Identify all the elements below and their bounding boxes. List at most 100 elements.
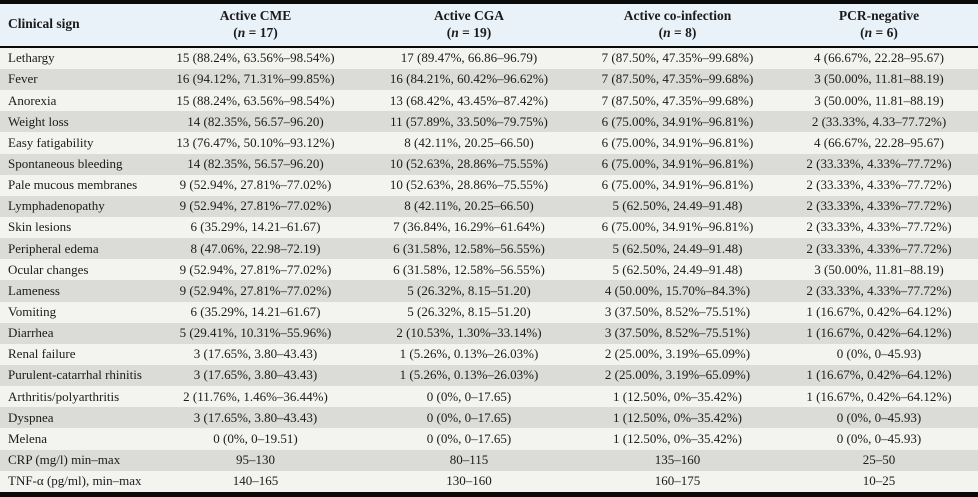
- header-row: Clinical sign Active CME (n = 17) Active…: [0, 4, 978, 48]
- cell-value: 9 (52.94%, 27.81%–77.02%): [179, 198, 332, 214]
- cell-value: 14 (82.35%, 56.57–96.20): [187, 156, 324, 172]
- column-header-active-cme: Active CME (n = 17): [148, 4, 363, 48]
- column-header-label: Active co-infection: [623, 8, 732, 23]
- cell-value: 9 (52.94%, 27.81%–77.02%): [179, 261, 332, 277]
- column-header-label: Active CME: [219, 8, 292, 23]
- table-row: Pale mucous membranes 9 (52.94%, 27.81%–…: [0, 174, 978, 196]
- table-row: Anorexia 15 (88.24%, 63.56%–98.54%) 13 (…: [0, 90, 978, 112]
- cell-value: 3 (37.50%, 8.52%–75.51%): [604, 325, 751, 341]
- clinical-signs-table: Clinical sign Active CME (n = 17) Active…: [0, 4, 978, 492]
- row-label: Arthritis/polyarthritis: [8, 388, 120, 404]
- cell-value: 3 (17.65%, 3.80–43.43): [193, 346, 318, 362]
- column-header-n: (n = 17): [233, 24, 278, 40]
- cell-value: 1 (16.67%, 0.42%–64.12%): [806, 304, 952, 320]
- cell-value: 9 (52.94%, 27.81%–77.02%): [179, 177, 332, 193]
- table-row: Melena 0 (0%, 0–19.51) 0 (0%, 0–17.65) 1…: [0, 428, 978, 450]
- cell-value: 2 (10.53%, 1.30%–33.14%): [396, 325, 542, 341]
- cell-value: 16 (94.12%, 71.31%–99.85%): [176, 71, 335, 87]
- cell-value: 5 (62.50%, 24.49–91.48): [612, 198, 743, 214]
- table-row: Lymphadenopathy 9 (52.94%, 27.81%–77.02%…: [0, 195, 978, 218]
- cell-value: 8 (42.11%, 20.25–66.50): [404, 198, 534, 214]
- cell-value: 3 (17.65%, 3.80–43.43): [193, 409, 318, 425]
- cell-value: 6 (31.58%, 12.58%–56.55%): [393, 261, 545, 277]
- cell-value: 6 (75.00%, 34.91%–96.81%): [601, 134, 754, 150]
- cell-value: 8 (42.11%, 20.25–66.50): [404, 134, 534, 150]
- table-row: Lethargy 15 (88.24%, 63.56%–98.54%) 17 (…: [0, 46, 978, 70]
- table-row: Diarrhea 5 (29.41%, 10.31%–55.96%) 2 (10…: [0, 322, 978, 344]
- table-row: Arthritis/polyarthritis 2 (11.76%, 1.46%…: [0, 386, 978, 408]
- cell-value: 4 (66.67%, 22.28–95.67): [814, 134, 944, 150]
- cell-value: 7 (87.50%, 47.35%–99.68%): [601, 92, 754, 108]
- table-row: Fever 16 (94.12%, 71.31%–99.85%) 16 (84.…: [0, 69, 978, 91]
- cell-value: 2 (25.00%, 3.19%–65.09%): [604, 367, 751, 383]
- cell-value: 3 (50.00%, 11.81–88.19): [814, 261, 944, 277]
- cell-value: 3 (17.65%, 3.80–43.43): [193, 367, 318, 383]
- cell-value: 6 (75.00%, 34.91%–96.81%): [601, 177, 754, 193]
- cell-value: 7 (36.84%, 16.29%–61.64%): [393, 219, 545, 235]
- cell-value: 1 (12.50%, 0%–35.42%): [613, 388, 742, 404]
- table-row: Easy fatigability 13 (76.47%, 50.10%–93.…: [0, 132, 978, 154]
- cell-value: 1 (12.50%, 0%–35.42%): [613, 409, 742, 425]
- column-header-n: (n = 6): [860, 24, 898, 40]
- row-label: Vomiting: [8, 304, 57, 320]
- table-row: Skin lesions 6 (35.29%, 14.21–61.67) 7 (…: [0, 217, 978, 239]
- cell-value: 80–115: [449, 452, 489, 467]
- column-header-label: Active CGA: [433, 8, 505, 23]
- column-header-pcr-negative: PCR-negative (n = 6): [780, 4, 978, 48]
- cell-value: 1 (12.50%, 0%–35.42%): [613, 430, 742, 446]
- column-header-active-co-infection: Active co-infection (n = 8): [575, 4, 780, 48]
- column-header-clinical-sign: Clinical sign: [0, 4, 148, 48]
- cell-value: 6 (75.00%, 34.91%–96.81%): [601, 156, 754, 172]
- row-label: Ocular changes: [8, 261, 89, 277]
- cell-value: 15 (88.24%, 63.56%–98.54%): [176, 50, 335, 66]
- row-label: Lameness: [8, 282, 60, 298]
- cell-value: 2 (33.33%, 4.33%–77.72%): [806, 198, 952, 214]
- row-label: Anorexia: [8, 92, 57, 108]
- cell-value: 5 (26.32%, 8.15–51.20): [407, 282, 531, 298]
- cell-value: 1 (16.67%, 0.42%–64.12%): [806, 325, 952, 341]
- cell-value: 11 (57.89%, 33.50%–79.75%): [390, 113, 548, 129]
- cell-value: 3 (37.50%, 8.52%–75.51%): [604, 304, 751, 320]
- row-label: Purulent-catarrhal rhinitis: [8, 367, 142, 383]
- row-label: Weight loss: [8, 113, 69, 129]
- row-label: CRP (mg/l) min–max: [8, 452, 121, 467]
- cell-value: 5 (26.32%, 8.15–51.20): [407, 304, 531, 320]
- table-row: Lameness 9 (52.94%, 27.81%–77.02%) 5 (26…: [0, 280, 978, 302]
- table-row: Purulent-catarrhal rhinitis 3 (17.65%, 3…: [0, 365, 978, 387]
- cell-value: 6 (31.58%, 12.58%–56.55%): [393, 240, 545, 256]
- cell-value: 2 (11.76%, 1.46%–36.44%): [183, 388, 328, 404]
- cell-value: 140–165: [232, 473, 279, 489]
- table-row: Ocular changes 9 (52.94%, 27.81%–77.02%)…: [0, 259, 978, 281]
- table-row: Peripheral edema 8 (47.06%, 22.98–72.19)…: [0, 238, 978, 260]
- cell-value: 0 (0%, 0–45.93): [836, 346, 922, 362]
- cell-value: 2 (33.33%, 4.33%–77.72%): [806, 219, 952, 235]
- cell-value: 10–25: [862, 473, 896, 489]
- cell-value: 3 (50.00%, 11.81–88.19): [814, 92, 944, 108]
- row-label: Dyspnea: [8, 409, 54, 425]
- table-row: TNF-α (pg/ml), min–max 140–165 130–160 1…: [0, 470, 978, 492]
- row-label: Pale mucous membranes: [8, 177, 138, 193]
- table-row: Dyspnea 3 (17.65%, 3.80–43.43) 0 (0%, 0–…: [0, 407, 978, 429]
- cell-value: 2 (33.33%, 4.33%–77.72%): [806, 282, 952, 298]
- column-header-active-cga: Active CGA (n = 19): [363, 4, 575, 48]
- cell-value: 17 (89.47%, 66.86–96.79): [400, 50, 538, 66]
- cell-value: 160–175: [654, 473, 701, 489]
- table-header: Clinical sign Active CME (n = 17) Active…: [0, 4, 978, 48]
- cell-value: 15 (88.24%, 63.56%–98.54%): [176, 92, 335, 108]
- cell-value: 135–160: [654, 452, 701, 467]
- cell-value: 6 (75.00%, 34.91%–96.81%): [601, 219, 754, 235]
- cell-value: 25–50: [862, 452, 896, 467]
- cell-value: 0 (0%, 0–17.65): [426, 388, 512, 404]
- cell-value: 1 (5.26%, 0.13%–26.03%): [399, 367, 539, 383]
- cell-value: 2 (33.33%, 4.33%–77.72%): [806, 156, 952, 172]
- row-label: Spontaneous bleeding: [8, 156, 123, 172]
- cell-value: 13 (76.47%, 50.10%–93.12%): [176, 134, 335, 150]
- row-label: Melena: [8, 430, 47, 446]
- cell-value: 130–160: [446, 473, 492, 489]
- cell-value: 16 (84.21%, 60.42%–96.62%): [389, 71, 549, 87]
- cell-value: 5 (62.50%, 24.49–91.48): [612, 261, 743, 277]
- cell-value: 0 (0%, 0–19.51): [213, 430, 298, 446]
- cell-value: 5 (29.41%, 10.31%–55.96%): [179, 325, 332, 341]
- cell-value: 8 (47.06%, 22.98–72.19): [190, 240, 321, 256]
